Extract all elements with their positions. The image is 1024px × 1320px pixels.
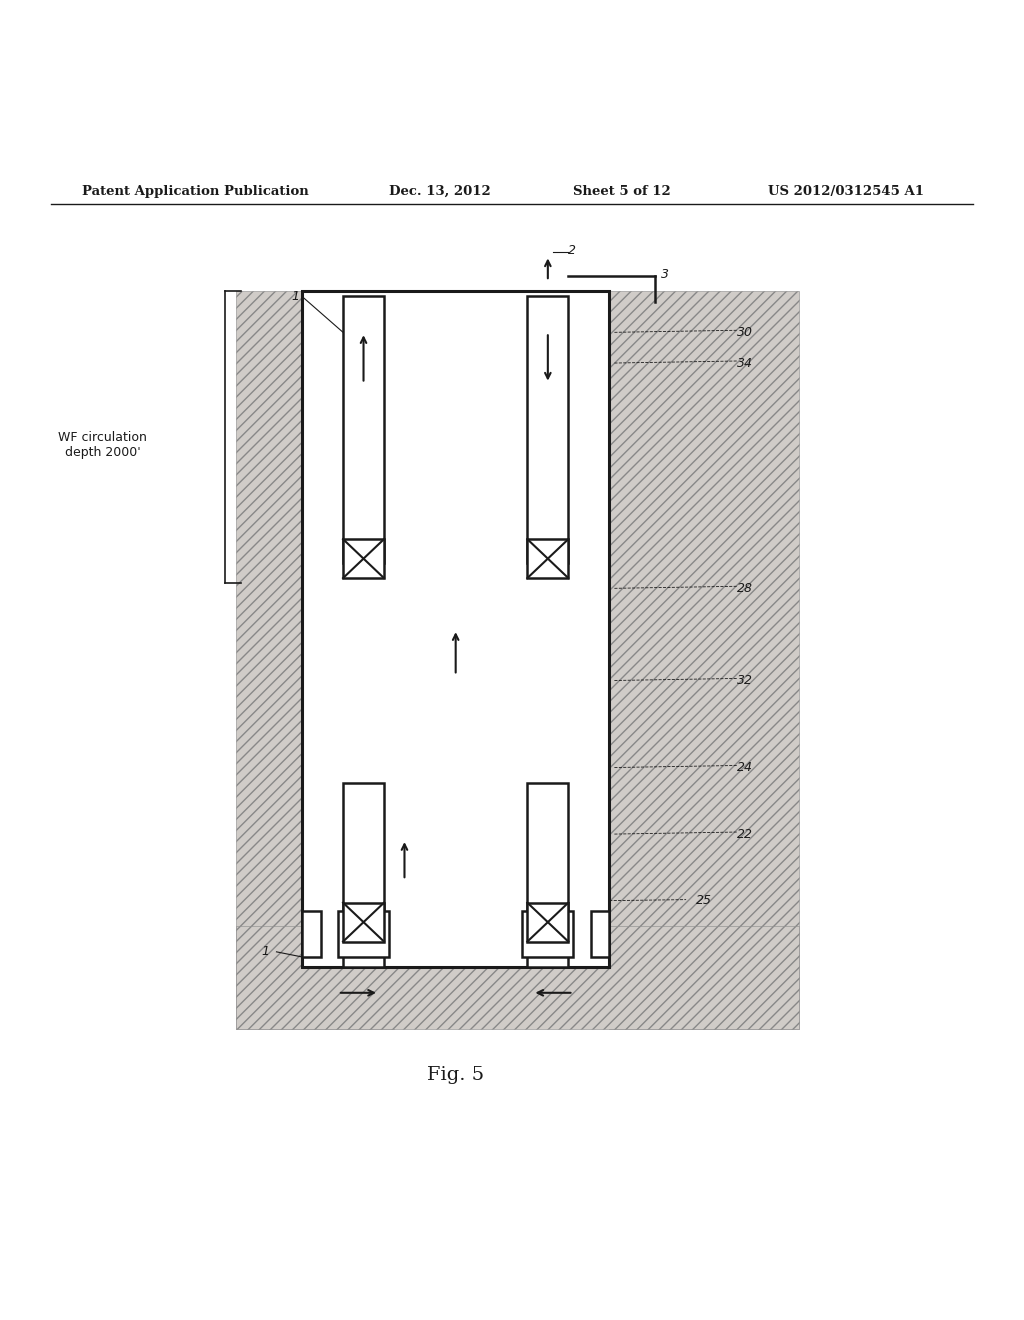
Text: Fig. 5: Fig. 5 (427, 1065, 484, 1084)
Bar (343, 783, 384, 968)
Bar (522, 911, 573, 957)
Text: 1: 1 (261, 945, 269, 958)
Bar (343, 903, 384, 941)
Bar (302, 292, 609, 968)
Text: 32: 32 (737, 675, 754, 686)
Bar (302, 911, 321, 957)
Text: WF circulation
depth 2000': WF circulation depth 2000' (58, 430, 146, 459)
Text: 3: 3 (660, 268, 669, 281)
Bar (236, 292, 394, 1028)
Bar (527, 539, 568, 578)
Bar (527, 783, 568, 968)
Bar (527, 903, 568, 941)
Text: 28: 28 (737, 582, 754, 595)
Bar (591, 911, 609, 957)
Bar (343, 297, 384, 562)
Text: Sheet 5 of 12: Sheet 5 of 12 (573, 185, 671, 198)
Text: 22: 22 (737, 828, 754, 841)
Bar (236, 927, 799, 1028)
Bar (527, 297, 568, 562)
Text: Dec. 13, 2012: Dec. 13, 2012 (389, 185, 490, 198)
Text: 30: 30 (737, 326, 754, 339)
Text: 1: 1 (292, 290, 300, 304)
Text: 2: 2 (568, 244, 577, 257)
Text: US 2012/0312545 A1: US 2012/0312545 A1 (768, 185, 924, 198)
Bar (343, 539, 384, 578)
Text: Patent Application Publication: Patent Application Publication (82, 185, 308, 198)
Text: 24: 24 (737, 762, 754, 774)
Text: 34: 34 (737, 356, 754, 370)
Text: 25: 25 (696, 894, 713, 907)
Bar (338, 911, 389, 957)
Bar (609, 292, 799, 1028)
